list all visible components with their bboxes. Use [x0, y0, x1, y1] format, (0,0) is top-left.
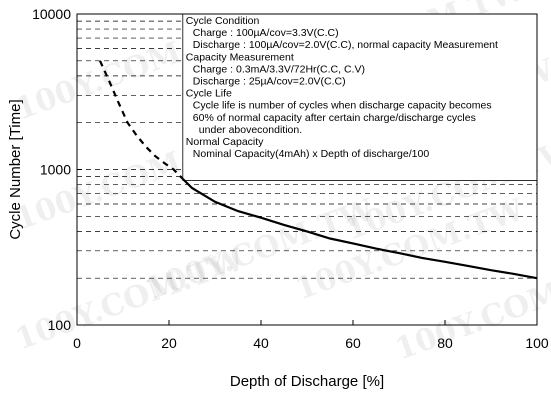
annotation-heading: Cycle Life [186, 88, 232, 100]
x-tick-label: 40 [253, 335, 269, 351]
annotation-line: Discharge : 100µA/cov=2.0V(C.C), normal … [193, 39, 498, 51]
x-tick-label: 100 [525, 335, 549, 351]
annotation-line: Nominal Capacity(4mAh) x Depth of discha… [193, 148, 430, 160]
annotation-line: Discharge : 25µA/cov=2.0V(C.C) [193, 76, 346, 88]
annotation-heading: Cycle Condition [186, 15, 260, 27]
annotation-line: under abovecondition. [199, 124, 302, 136]
y-axis-label: Cycle Number [Time] [7, 99, 24, 239]
annotation-line: Charge : 0.3mA/3.3V/72Hr(C.C, C.V) [193, 63, 365, 75]
watermark-text: 100Y.COM.TW [11, 242, 250, 358]
annotation-heading: Normal Capacity [186, 136, 264, 148]
annotation-line: Charge : 100µA/cov=3.3V(C.C) [193, 27, 339, 39]
annotation-line: Cycle life is number of cycles when disc… [193, 100, 492, 112]
annotation-box [182, 13, 538, 181]
annotation-line: 60% of normal capacity after certain cha… [193, 112, 476, 124]
x-axis-ticks: 0 20 40 60 80 100 [73, 320, 549, 351]
y-tick-label: 1000 [40, 162, 71, 178]
y-tick-label: 10000 [32, 6, 71, 22]
cycle-curve-dashed-segment [98, 60, 184, 180]
x-tick-label: 0 [73, 335, 81, 351]
x-tick-label: 80 [437, 335, 453, 351]
x-tick-label: 20 [161, 335, 177, 351]
y-axis-ticks: 100 1000 10000 [32, 6, 82, 333]
x-tick-label: 60 [345, 335, 361, 351]
annotation-heading: Capacity Measurement [186, 51, 294, 63]
cycle-curve-solid-segment [182, 178, 538, 280]
y-tick-label: 100 [48, 317, 72, 333]
x-axis-label: Depth of Discharge [%] [230, 373, 384, 390]
